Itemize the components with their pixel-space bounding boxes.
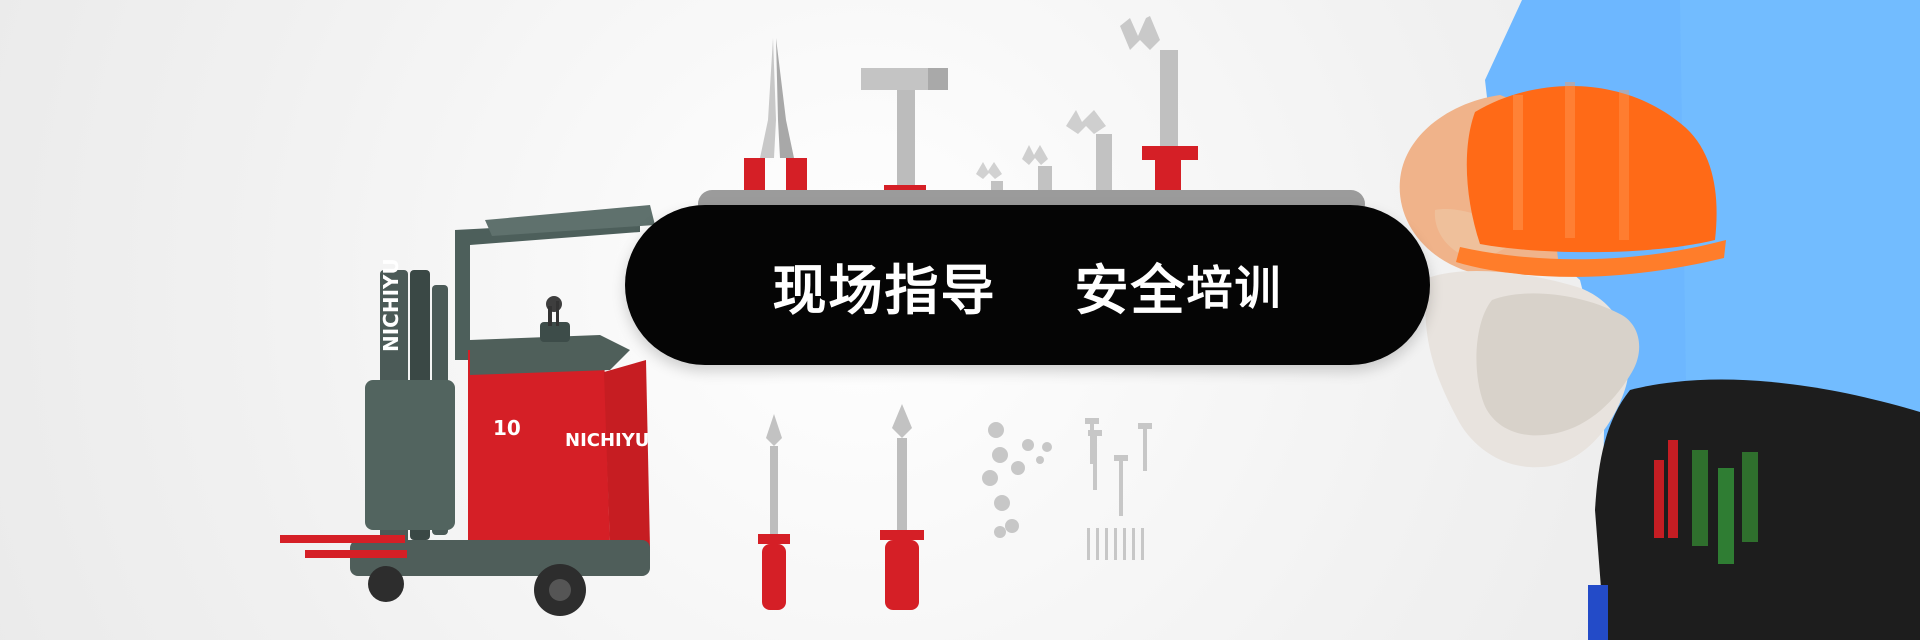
forklift-side-brand: NICHIYU	[565, 430, 649, 451]
hammer-icon	[861, 68, 948, 193]
work-gloves-icon	[1425, 271, 1640, 468]
pliers-icon	[744, 38, 807, 192]
forklift-model: 10	[493, 416, 521, 440]
headline-part2-large: 安全	[1074, 258, 1187, 322]
hard-hat-icon	[1456, 82, 1726, 277]
headline-text: 现场指导 安全 培训	[665, 205, 1390, 365]
wrench-icon	[976, 16, 1198, 192]
headline-part1: 现场指导	[772, 258, 997, 322]
tool-belt-icon	[1588, 379, 1920, 640]
nuts-bolts-icon	[982, 418, 1152, 560]
forklift-brand: NICHIYU	[379, 258, 403, 352]
headline-part2-small: 培训	[1186, 261, 1283, 315]
screwdriver-icon	[758, 404, 924, 610]
headline-banner: 现场指导 安全 培训	[625, 205, 1430, 365]
